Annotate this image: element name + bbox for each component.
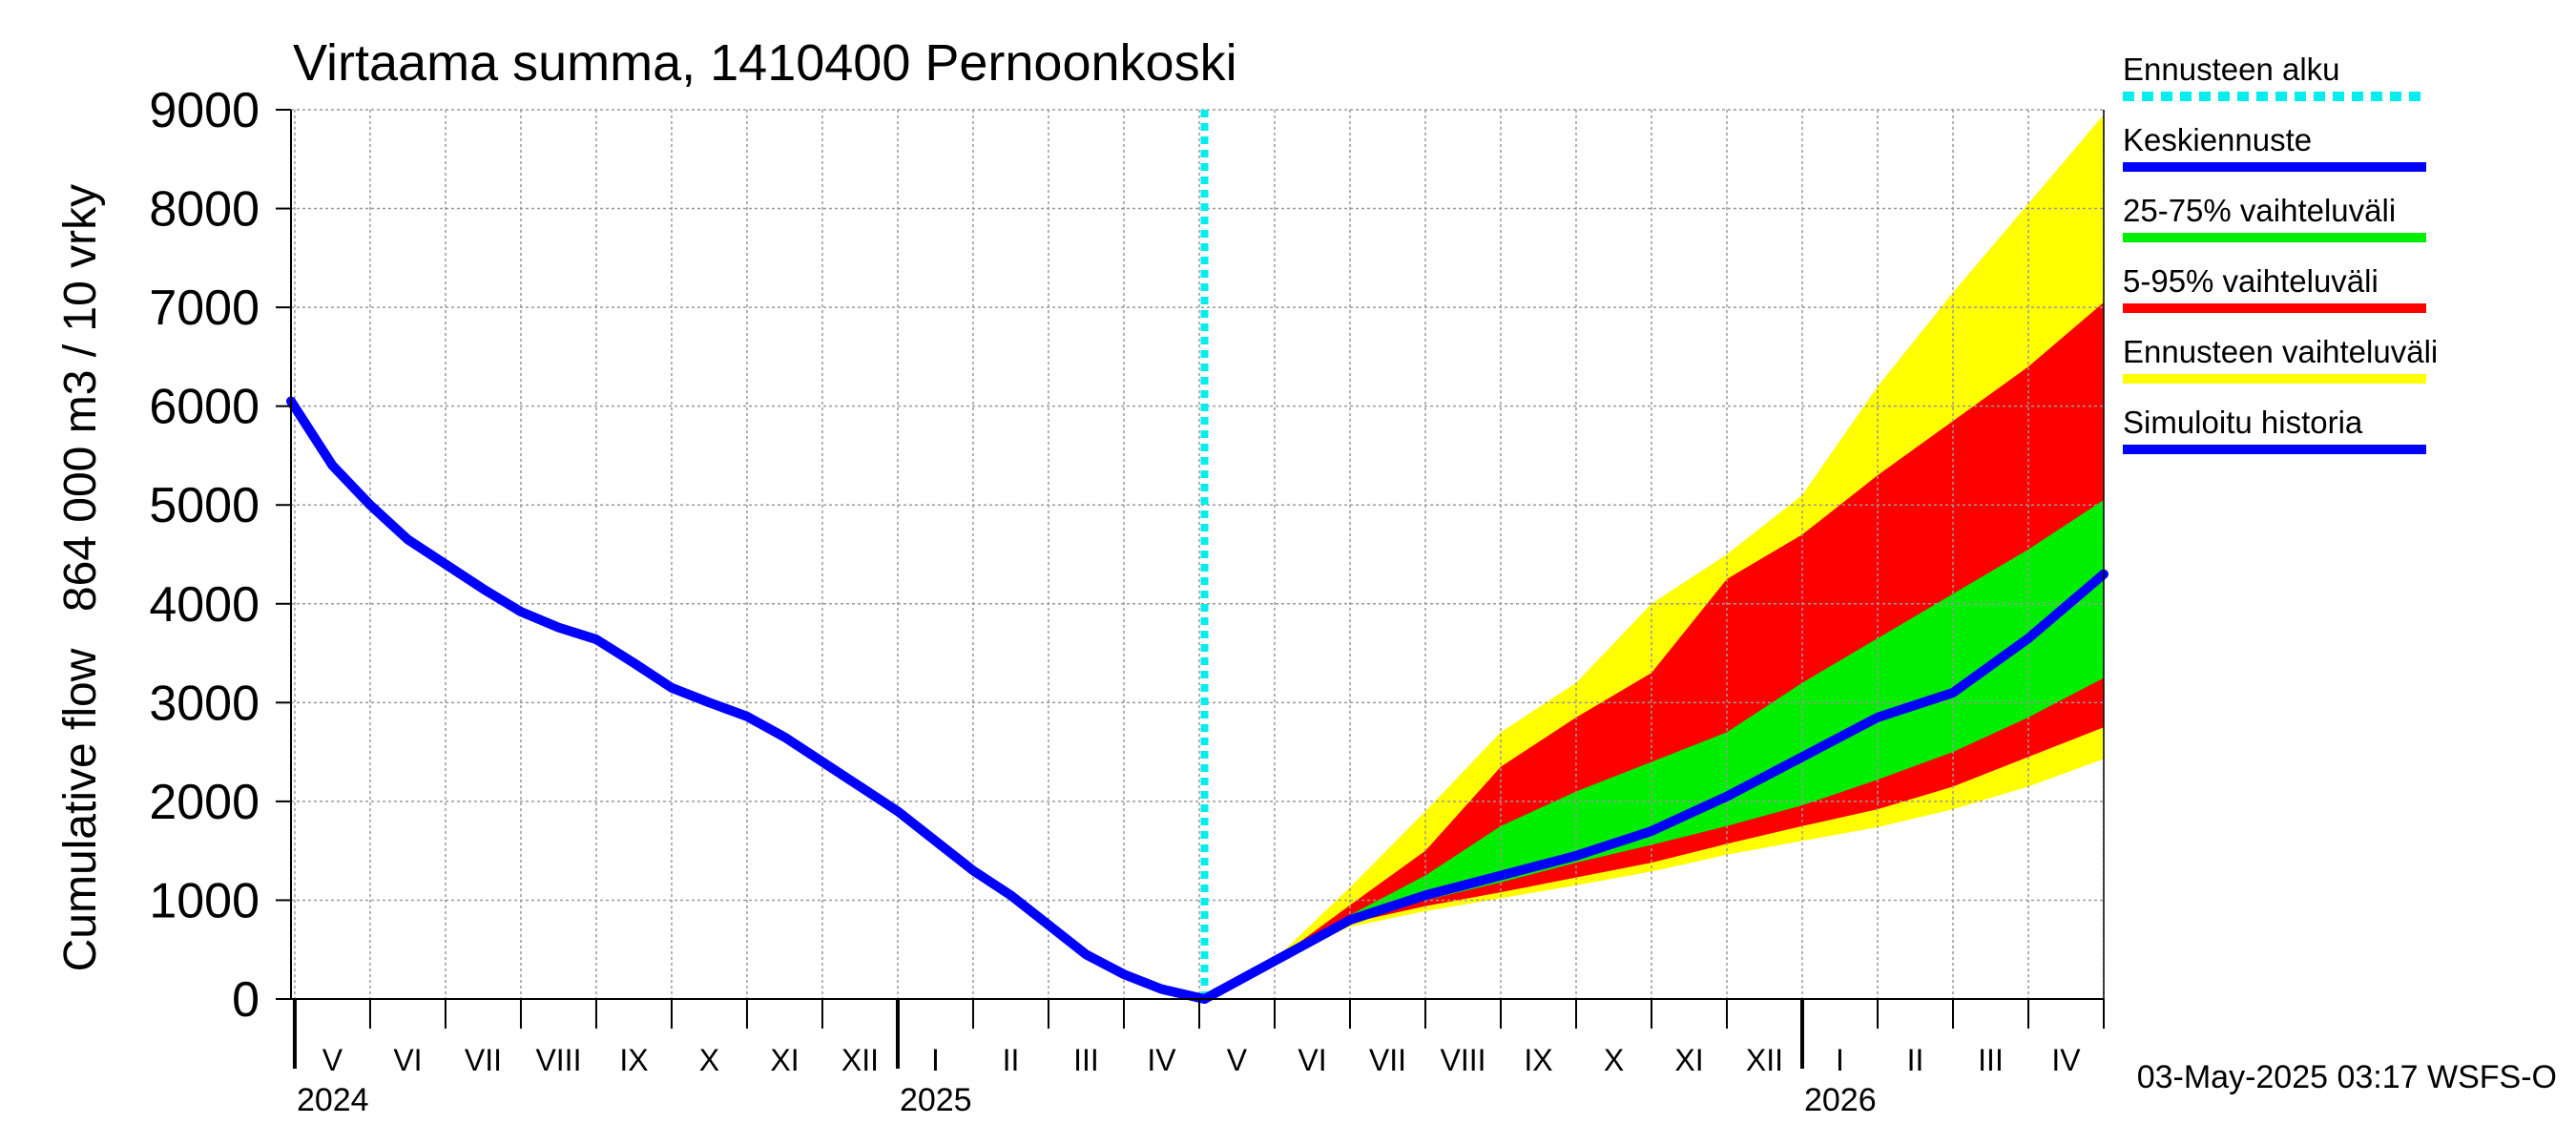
- month-label: X: [699, 1043, 719, 1077]
- month-label: X: [1604, 1043, 1624, 1077]
- y-tick-label: 3000: [149, 676, 260, 731]
- y-tick-label: 7000: [149, 281, 260, 336]
- month-label: XII: [841, 1043, 879, 1077]
- band-5-95: [1204, 302, 2104, 999]
- month-label: II: [1003, 1043, 1020, 1077]
- forecast-bands: [1204, 114, 2104, 999]
- series-lines: [286, 110, 2109, 1004]
- month-label: XI: [770, 1043, 799, 1077]
- month-label: IX: [1524, 1043, 1552, 1077]
- y-axis-label: Cumulative flow 864 000 m3 / 10 vrky: [55, 184, 106, 972]
- y-tick-label: 5000: [149, 478, 260, 533]
- month-label: II: [1907, 1043, 1924, 1077]
- legend-label: 25-75% vaihteluväli: [2123, 193, 2396, 228]
- y-tick-label: 9000: [149, 83, 260, 138]
- year-label: 2026: [1804, 1082, 1877, 1118]
- median-forecast-line: [1199, 569, 2109, 1004]
- legend: Ennusteen alku Keskiennuste 25-75% vaihtel…: [2123, 52, 2438, 454]
- month-label: VI: [1298, 1043, 1326, 1077]
- month-label: III: [1073, 1043, 1099, 1077]
- legend-label: Simuloitu historia: [2123, 405, 2363, 440]
- month-label: VII: [465, 1043, 502, 1077]
- month-label: I: [931, 1043, 940, 1077]
- y-tick-label: 4000: [149, 577, 260, 633]
- month-label: VIII: [1440, 1043, 1485, 1077]
- legend-label: Ennusteen alku: [2123, 52, 2340, 87]
- month-label: VI: [393, 1043, 422, 1077]
- legend-label: Keskiennuste: [2123, 122, 2312, 157]
- month-label: VII: [1369, 1043, 1406, 1077]
- month-label: XII: [1746, 1043, 1783, 1077]
- month-label: VIII: [535, 1043, 581, 1077]
- y-axis-label-line-1: Cumulative flow: [55, 648, 106, 971]
- y-tick-label: 8000: [149, 182, 260, 238]
- month-label: XI: [1674, 1043, 1703, 1077]
- band-25-75: [1204, 500, 2104, 999]
- year-label: 2024: [297, 1082, 369, 1118]
- month-label: III: [1978, 1043, 2004, 1077]
- y-tick-label: 1000: [149, 873, 260, 928]
- chart-title: Virtaama summa, 1410400 Pernoonkoski: [293, 34, 1237, 92]
- legend-label: 5-95% vaihteluväli: [2123, 263, 2379, 299]
- history-series-line: [286, 396, 1210, 1004]
- month-label: IX: [619, 1043, 648, 1077]
- month-label: IV: [2051, 1043, 2081, 1077]
- y-axis-label-line-2: 864 000 m3 / 10 vrky: [55, 184, 106, 612]
- y-tick-label: 6000: [149, 380, 260, 435]
- month-label: I: [1836, 1043, 1844, 1077]
- year-label: 2025: [900, 1082, 972, 1118]
- month-label: V: [1227, 1043, 1248, 1077]
- y-tick-label: 2000: [149, 775, 260, 830]
- y-tick-label: 0: [232, 972, 260, 1028]
- month-label: V: [322, 1043, 343, 1077]
- month-label: IV: [1147, 1043, 1176, 1077]
- legend-label: Ennusteen vaihteluväli: [2123, 334, 2438, 369]
- footer-timestamp: 03-May-2025 03:17 WSFS-O: [2137, 1059, 2557, 1095]
